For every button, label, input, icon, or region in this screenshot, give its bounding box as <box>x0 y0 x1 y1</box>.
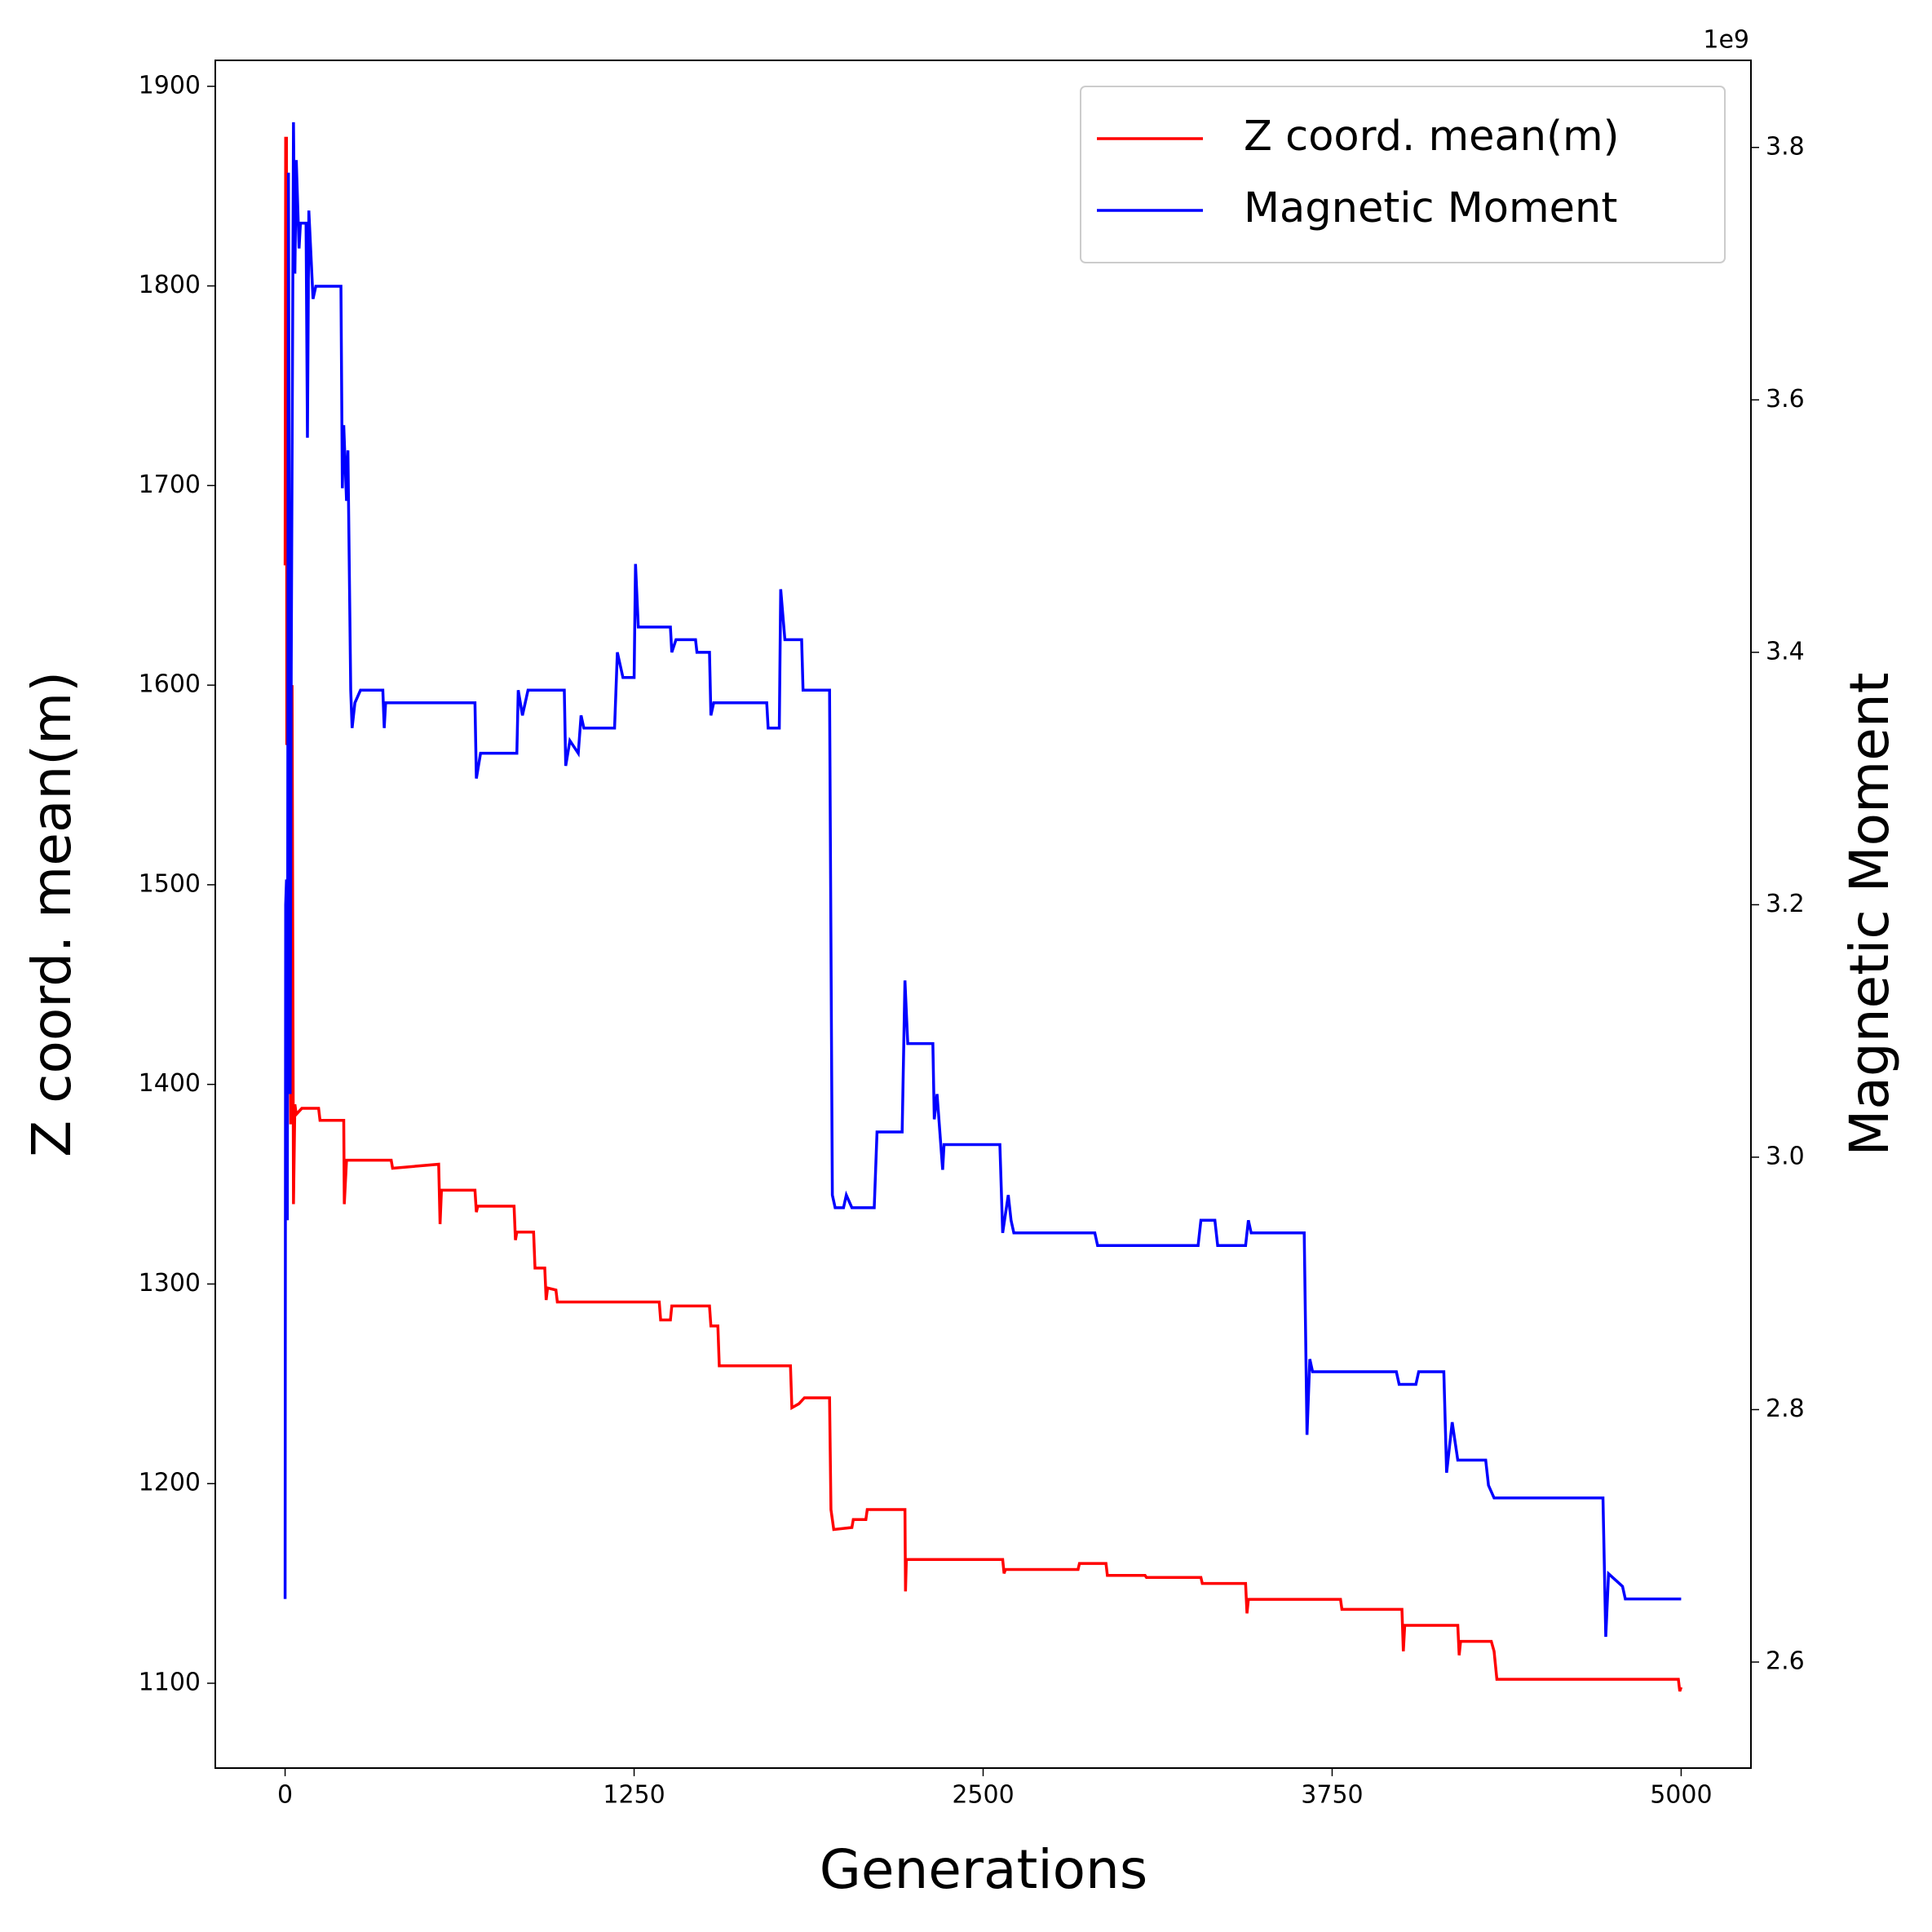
y-tick-label: 1200 <box>139 1469 201 1497</box>
x-tick-label: 0 <box>277 1781 293 1810</box>
y-tick-label: 1300 <box>139 1269 201 1298</box>
y-tick-label: 1900 <box>139 71 201 99</box>
y-axis-label: Z coord. mean(m) <box>20 671 83 1157</box>
y-tick-label: 1600 <box>139 670 201 699</box>
x-tick-label: 2500 <box>952 1781 1014 1810</box>
x-tick-label: 3750 <box>1301 1781 1363 1810</box>
y2-tick-label: 3.8 <box>1766 132 1805 161</box>
y-tick-label: 1500 <box>139 869 201 898</box>
x-tick-label: 5000 <box>1650 1781 1712 1810</box>
y-tick-label: 1100 <box>139 1668 201 1696</box>
y2-offset-label: 1e9 <box>1703 26 1749 55</box>
plot-frame <box>214 60 1752 1769</box>
y2-axis-label: Magnetic Moment <box>1838 672 1901 1156</box>
y2-tick-label: 2.6 <box>1766 1647 1805 1675</box>
y2-tick-label: 3.4 <box>1766 637 1805 665</box>
legend-box <box>1080 86 1726 263</box>
legend-label: Magnetic Moment <box>1244 184 1617 232</box>
y-tick-label: 1700 <box>139 471 201 499</box>
y-tick-label: 1400 <box>139 1069 201 1098</box>
y2-tick-label: 3.0 <box>1766 1142 1805 1170</box>
y-tick-label: 1800 <box>139 271 201 299</box>
data-line <box>283 136 1683 1692</box>
x-tick-label: 1250 <box>603 1781 665 1810</box>
data-line <box>283 122 1682 1638</box>
legend-label: Z coord. mean(m) <box>1244 113 1620 161</box>
y2-tick-label: 3.2 <box>1766 890 1805 918</box>
x-axis-label: Generations <box>820 1838 1148 1901</box>
y2-tick-label: 3.6 <box>1766 385 1805 413</box>
y2-tick-label: 2.8 <box>1766 1395 1805 1423</box>
